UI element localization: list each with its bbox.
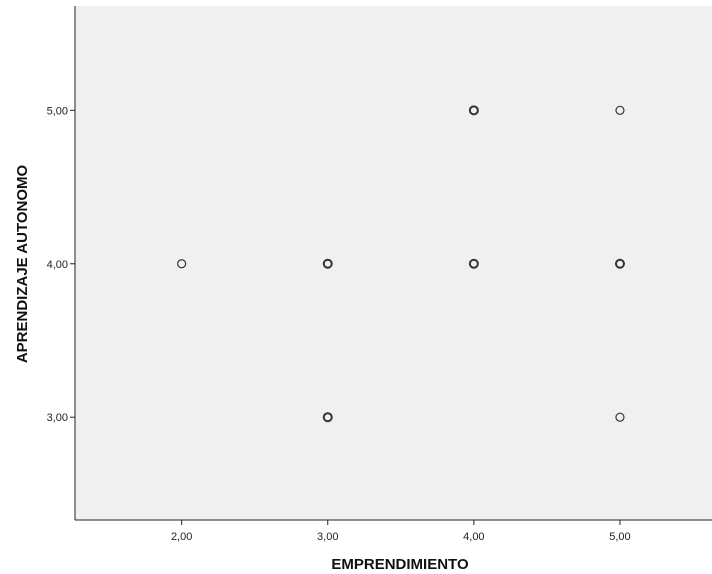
scatter-point (322, 258, 333, 269)
y-tick-label: 3,00 (47, 412, 68, 424)
x-axis-ticks: 2,00 3,00 4,00 5,00 (171, 520, 631, 543)
y-axis-title: APRENDIZAJE AUTONOMO (14, 165, 31, 364)
scatter-point (322, 412, 333, 423)
y-axis-ticks: 3,00 4,00 5,00 (47, 105, 75, 424)
y-tick-label: 5,00 (47, 105, 68, 117)
plot-background (75, 6, 712, 520)
scatter-point (177, 259, 187, 269)
x-tick-label: 4,00 (463, 531, 484, 543)
x-tick-label: 2,00 (171, 531, 192, 543)
scatter-points (177, 105, 625, 423)
x-tick-label: 3,00 (317, 531, 338, 543)
x-tick-label: 5,00 (609, 531, 630, 543)
scatter-point (468, 258, 479, 269)
y-tick-label: 4,00 (47, 259, 68, 271)
scatter-point (468, 105, 479, 116)
scatter-point (615, 105, 625, 115)
scatter-point (614, 258, 625, 269)
x-axis-title: EMPRENDIMIENTO (331, 556, 469, 573)
scatter-point (615, 412, 625, 422)
